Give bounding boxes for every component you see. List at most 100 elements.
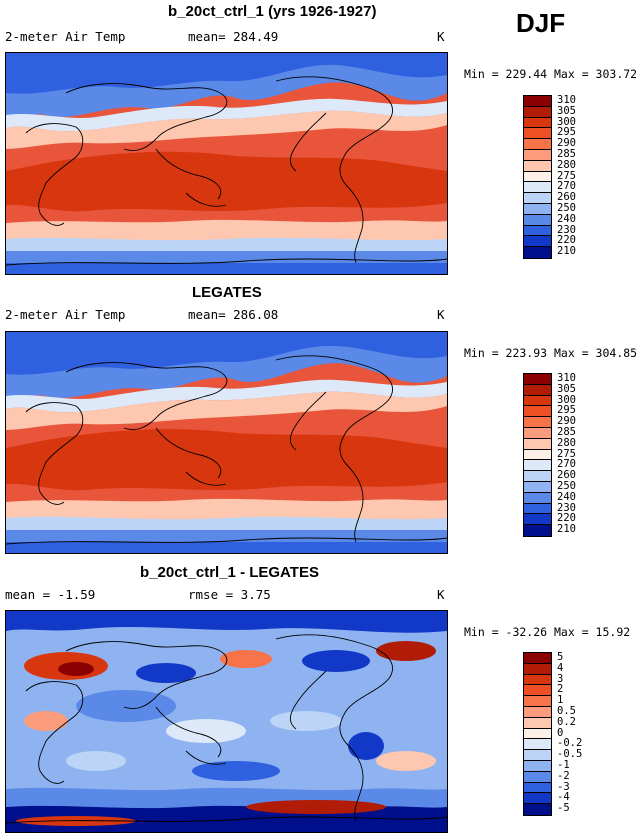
panel-2-colorbar-cell bbox=[524, 449, 551, 461]
panel-1-colorbar-cell bbox=[524, 214, 551, 226]
panel-1-colorbar-cell bbox=[524, 236, 551, 248]
panel-1-colorbar-label: 275 bbox=[557, 169, 576, 182]
panel-3-colorbar-cell bbox=[524, 674, 551, 686]
panel-3-colorbar-labels: 5 4 3 2 1 0.5 0.2 0 -0.2 -0.5 -1 -2 -3 -… bbox=[557, 652, 582, 814]
panel-2-colorbar-label: 240 bbox=[557, 490, 576, 503]
panel-1-colorbar-label: 220 bbox=[557, 234, 576, 247]
panel-1-colorbar-cell bbox=[524, 96, 551, 107]
panel-1-colorbar-label: 270 bbox=[557, 180, 576, 193]
panel-2-variable-label: 2-meter Air Temp bbox=[5, 307, 126, 322]
panel-1-unit-label: K bbox=[437, 29, 445, 44]
panel-2-title: LEGATES bbox=[192, 284, 262, 301]
panel-2-colorbar-label: 295 bbox=[557, 404, 576, 417]
panel-2-colorbar-cell bbox=[524, 395, 551, 407]
panel-1-colorbar-cell bbox=[524, 203, 551, 215]
panel-1-variable-label: 2-meter Air Temp bbox=[5, 29, 126, 44]
panel-3-colorbar-label: -4 bbox=[557, 791, 570, 804]
panel-1-colorbar-cell bbox=[524, 247, 551, 258]
panel-1-colorbar-label: 230 bbox=[557, 223, 576, 236]
panel-3-colorbar-cell bbox=[524, 706, 551, 718]
panel-3-colorbar-label: -1 bbox=[557, 758, 570, 771]
panel-3-colorbar-label: -2 bbox=[557, 769, 570, 782]
panel-3-colorbar-label: 1 bbox=[557, 694, 564, 707]
panel-3-colorbar-label: 5 bbox=[557, 651, 564, 663]
panel-3-colorbar-label: -0.5 bbox=[557, 748, 583, 761]
panel-3-mean-label: mean = -1.59 bbox=[5, 587, 96, 602]
panel-1-colorbar-cell bbox=[524, 193, 551, 204]
panel-2-colorbar-cell bbox=[524, 514, 551, 526]
panel-2-colorbar-label: 260 bbox=[557, 469, 576, 482]
panel-2-colorbar-cell bbox=[524, 525, 551, 536]
panel-3-colorbar-cell bbox=[524, 782, 551, 794]
panel-3-colorbar-label: -3 bbox=[557, 780, 570, 793]
panel-2-colorbar-label: 305 bbox=[557, 382, 576, 395]
panel-1-colorbar-label: 310 bbox=[557, 94, 576, 106]
panel-1-colorbar-cell bbox=[524, 225, 551, 237]
panel-2-colorbar-label: 300 bbox=[557, 393, 576, 406]
panel-2-map bbox=[5, 331, 448, 554]
panel-3-colorbar-cell bbox=[524, 696, 551, 707]
panel-1-colorbar-labels: 310 305 300 295 290 285 280 275 270 260 … bbox=[557, 95, 576, 257]
panel-3-colorbar-cell bbox=[524, 717, 551, 729]
panel-3-colorbar-cell bbox=[524, 760, 551, 772]
panel-2-colorbar-label: 275 bbox=[557, 447, 576, 460]
panel-3-unit-label: K bbox=[437, 587, 445, 602]
panel-3-rmse-label: rmse = 3.75 bbox=[188, 587, 271, 602]
panel-1-minmax: Min = 229.44 Max = 303.72 bbox=[464, 67, 638, 81]
panel-1-colorbar-cell bbox=[524, 160, 551, 172]
panel-1-colorbar-label: 305 bbox=[557, 104, 576, 117]
panel-1-colorbar-cell bbox=[524, 149, 551, 161]
panel-2-colorbar-label: 270 bbox=[557, 458, 576, 471]
panel-2-colorbar bbox=[523, 373, 552, 537]
panel-1-colorbar-cell bbox=[524, 128, 551, 140]
panel-1-colorbar-label: 210 bbox=[557, 245, 576, 258]
panel-3-map bbox=[5, 610, 448, 833]
panel-3-colorbar-label: 0 bbox=[557, 726, 564, 739]
panel-3-colorbar-cell bbox=[524, 804, 551, 815]
panel-1-colorbar bbox=[523, 95, 552, 259]
panel-2-colorbar-label: 210 bbox=[557, 523, 576, 536]
panel-2-colorbar-label: 310 bbox=[557, 372, 576, 384]
panel-1-colorbar-cell bbox=[524, 171, 551, 183]
panel-3-difference-field bbox=[6, 611, 447, 832]
panel-1-colorbar-cell bbox=[524, 139, 551, 150]
panel-3-colorbar-label: -5 bbox=[557, 802, 570, 815]
panel-3-colorbar-label: 0.2 bbox=[557, 715, 576, 728]
panel-3-colorbar-cell bbox=[524, 653, 551, 664]
panel-3-minmax: Min = -32.26 Max = 15.92 bbox=[464, 625, 631, 639]
panel-2-colorbar-labels: 310 305 300 295 290 285 280 275 270 260 … bbox=[557, 373, 576, 535]
panel-2-colorbar-label: 250 bbox=[557, 479, 576, 492]
panel-2-colorbar-label: 230 bbox=[557, 501, 576, 514]
panel-1-colorbar-label: 280 bbox=[557, 158, 576, 171]
panel-2-colorbar-cell bbox=[524, 492, 551, 504]
panel-3-colorbar-label: -0.2 bbox=[557, 737, 583, 750]
panel-2-colorbar-cell bbox=[524, 374, 551, 385]
panel-1-temperature-field bbox=[6, 53, 447, 274]
panel-1-colorbar-label: 290 bbox=[557, 137, 576, 150]
panel-2-mean-label: mean= 286.08 bbox=[188, 307, 279, 322]
panel-2-colorbar-cell bbox=[524, 406, 551, 418]
panel-2-colorbar-cell bbox=[524, 481, 551, 493]
panel-3-colorbar-cell bbox=[524, 750, 551, 761]
panel-2-colorbar-label: 280 bbox=[557, 436, 576, 449]
panel-3-colorbar-cell bbox=[524, 663, 551, 675]
panel-2-colorbar-label: 285 bbox=[557, 425, 576, 438]
panel-3-colorbar-cell bbox=[524, 685, 551, 697]
panel-3-colorbar-label: 3 bbox=[557, 672, 564, 685]
panel-1-colorbar-cell bbox=[524, 106, 551, 118]
panel-1-colorbar-cell bbox=[524, 117, 551, 129]
panel-3-colorbar-cell bbox=[524, 771, 551, 783]
panel-2-colorbar-cell bbox=[524, 503, 551, 515]
panel-3-colorbar-label: 0.5 bbox=[557, 704, 576, 717]
panel-2-colorbar-cell bbox=[524, 417, 551, 428]
panel-2-colorbar-cell bbox=[524, 384, 551, 396]
panel-1-map bbox=[5, 52, 448, 275]
panel-3-colorbar-label: 4 bbox=[557, 661, 564, 674]
panel-3-colorbar-label: 2 bbox=[557, 683, 564, 696]
panel-2-colorbar-label: 220 bbox=[557, 512, 576, 525]
panel-2-colorbar-cell bbox=[524, 438, 551, 450]
panel-1-colorbar-label: 260 bbox=[557, 191, 576, 204]
panel-3-colorbar-cell bbox=[524, 793, 551, 805]
panel-1-colorbar-label: 250 bbox=[557, 201, 576, 214]
panel-1-title: b_20ct_ctrl_1 (yrs 1926-1927) bbox=[168, 3, 377, 20]
